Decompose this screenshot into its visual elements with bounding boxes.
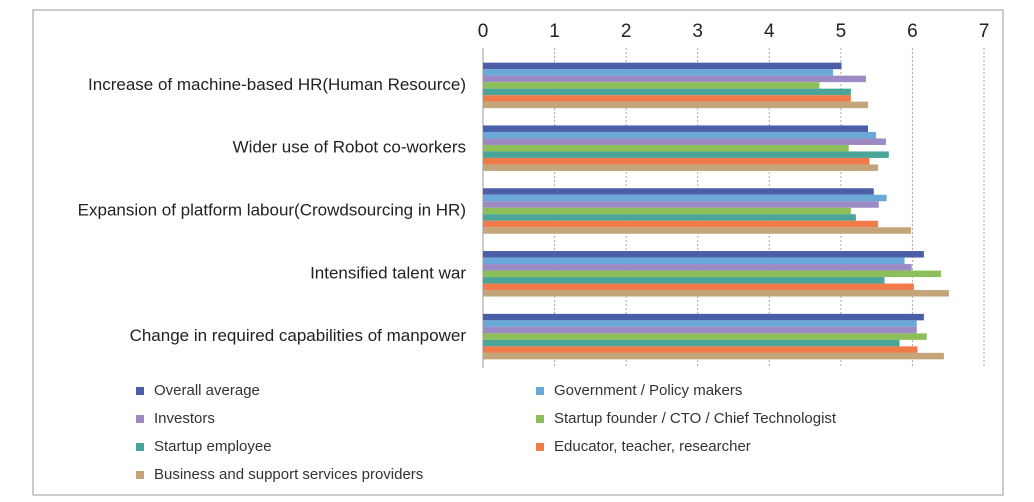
bar	[483, 227, 911, 234]
bar	[483, 320, 917, 327]
category-label: Expansion of platform labour(Crowdsourci…	[78, 200, 466, 219]
bar	[483, 346, 918, 353]
legend-label: Overall average	[154, 382, 260, 399]
category-label: Wider use of Robot co-workers	[233, 138, 466, 157]
bar	[483, 194, 887, 202]
bar	[483, 125, 869, 132]
bar	[483, 101, 869, 109]
legend-label: Startup founder / CTO / Chief Technologi…	[554, 410, 837, 427]
legend-label: Business and support services providers	[154, 466, 423, 483]
bar	[483, 257, 905, 265]
bar	[483, 95, 851, 102]
bar	[483, 82, 820, 89]
bar	[483, 220, 879, 228]
bar	[483, 62, 842, 70]
x-tick-label: 0	[478, 21, 489, 42]
legend-swatch	[136, 443, 144, 451]
bar	[483, 283, 914, 291]
x-tick-label: 6	[907, 21, 918, 42]
x-tick-label: 3	[692, 21, 703, 42]
legend-swatch	[536, 415, 544, 423]
bar	[483, 131, 876, 139]
bar	[483, 88, 851, 96]
bar	[483, 207, 851, 215]
bar	[483, 144, 849, 152]
bar	[483, 69, 833, 76]
bar	[483, 352, 944, 360]
bar	[483, 251, 924, 258]
bar	[483, 188, 874, 195]
bar	[483, 313, 924, 321]
legend-label: Startup employee	[154, 438, 272, 455]
legend-label: Educator, teacher, researcher	[554, 438, 751, 455]
x-tick-label: 2	[621, 21, 632, 42]
x-tick-label: 7	[979, 21, 990, 42]
x-tick-label: 5	[836, 21, 847, 42]
bar	[483, 277, 885, 284]
bar	[483, 201, 879, 208]
bar	[483, 326, 917, 334]
bar	[483, 75, 866, 83]
bar	[483, 214, 856, 221]
category-label: Intensified talent war	[310, 263, 466, 282]
bar	[483, 151, 889, 158]
bar	[483, 270, 942, 278]
bar	[483, 157, 870, 165]
category-label: Change in required capabilities of manpo…	[130, 326, 467, 345]
x-tick-label: 1	[549, 21, 560, 42]
legend-swatch	[536, 443, 544, 451]
legend-swatch	[536, 387, 544, 395]
legend-swatch	[136, 415, 144, 423]
bar	[483, 333, 927, 340]
legend-swatch	[136, 387, 144, 395]
category-label: Increase of machine-based HR(Human Resou…	[88, 75, 466, 94]
legend-swatch	[136, 471, 144, 479]
bar	[483, 164, 879, 171]
bar	[483, 264, 912, 271]
bar	[483, 138, 886, 145]
bar	[483, 339, 900, 347]
bar	[483, 290, 949, 297]
x-tick-label: 4	[764, 21, 775, 42]
legend-label: Investors	[154, 410, 215, 427]
legend-label: Government / Policy makers	[554, 382, 742, 399]
